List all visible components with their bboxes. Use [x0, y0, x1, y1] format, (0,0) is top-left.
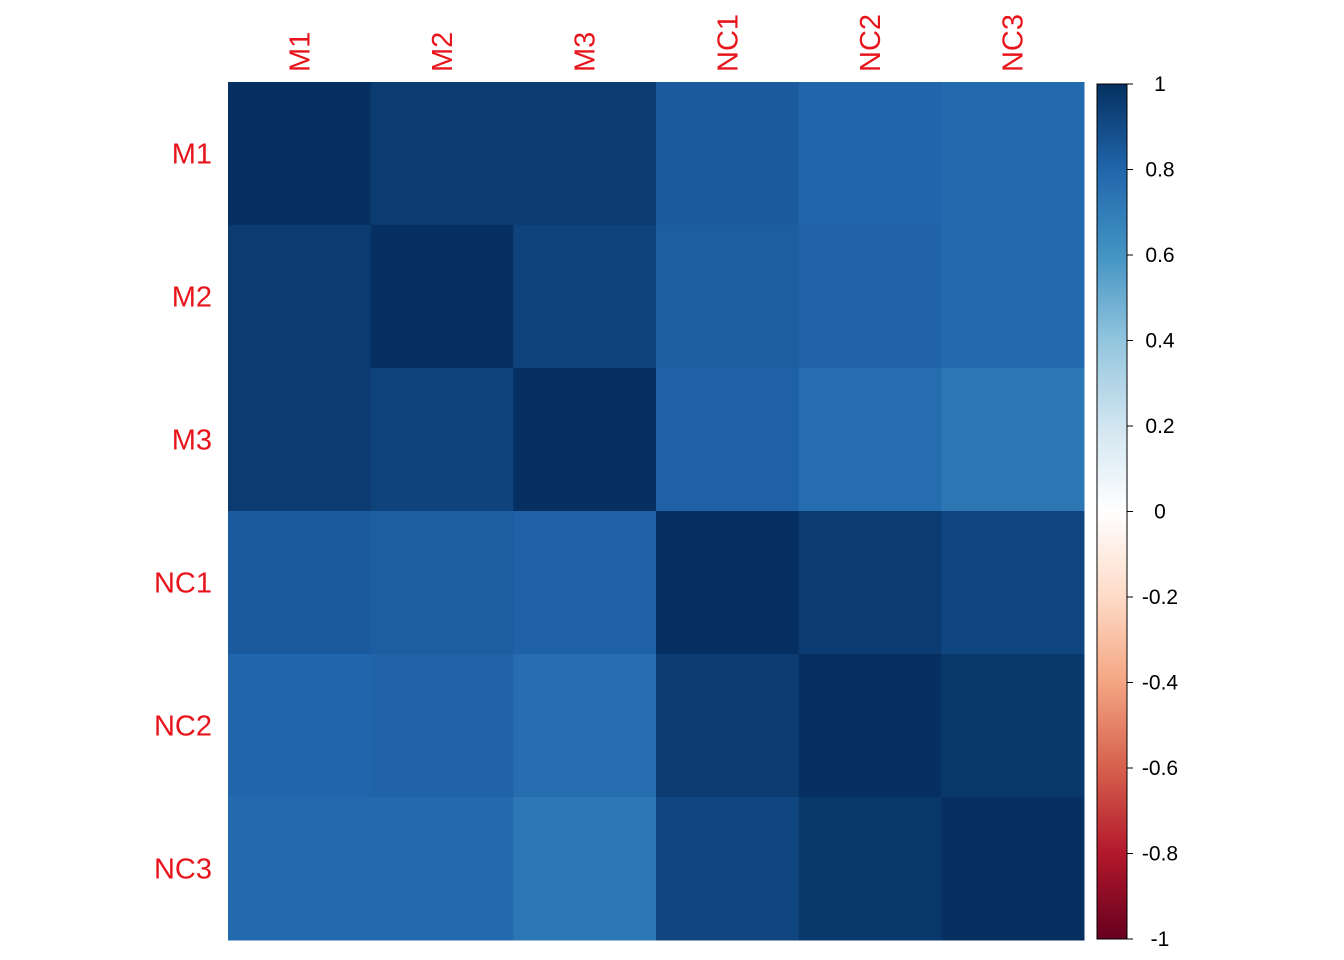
- column-label-m1: M1: [284, 32, 316, 72]
- cell-nc2-m1: [228, 654, 372, 798]
- cell-nc1-nc2: [798, 511, 942, 655]
- cell-nc2-m3: [513, 654, 657, 798]
- cell-nc1-m1: [228, 511, 372, 655]
- colorbar-gradient: [1097, 84, 1127, 939]
- colorbar-tick-label: 0: [1154, 501, 1166, 524]
- row-label-nc1: NC1: [154, 568, 212, 600]
- colorbar-tick-label: 0.2: [1145, 415, 1174, 438]
- cell-nc3-nc1: [656, 797, 800, 941]
- cell-m1-m2: [370, 82, 514, 226]
- colorbar-tick-label: 1: [1154, 73, 1166, 96]
- cell-m3-nc2: [798, 368, 942, 512]
- cell-m1-m3: [513, 82, 657, 226]
- cell-m1-nc3: [941, 82, 1085, 226]
- cell-nc3-m1: [228, 797, 372, 941]
- cell-nc3-m2: [370, 797, 514, 941]
- cell-nc3-nc2: [798, 797, 942, 941]
- colorbar-tick-label: 0.4: [1145, 330, 1175, 353]
- row-label-nc3: NC3: [154, 854, 212, 886]
- cell-m3-m3: [513, 368, 657, 512]
- colorbar-tick-label: -0.8: [1142, 843, 1178, 866]
- cell-m2-m2: [370, 225, 514, 369]
- cell-nc1-m2: [370, 511, 514, 655]
- colorbar-tick-label: -0.6: [1142, 757, 1178, 780]
- colorbar-tick-label: -1: [1151, 928, 1170, 951]
- column-label-nc1: NC1: [712, 14, 744, 72]
- cell-nc1-m3: [513, 511, 657, 655]
- row-label-m3: M3: [172, 425, 212, 457]
- cell-m2-nc3: [941, 225, 1085, 369]
- cell-m3-m2: [370, 368, 514, 512]
- cell-nc3-m3: [513, 797, 657, 941]
- colorbar-tick-label: -0.4: [1142, 672, 1179, 695]
- cell-m1-nc2: [798, 82, 942, 226]
- column-label-m3: M3: [570, 32, 602, 72]
- cell-m1-m1: [228, 82, 372, 226]
- cell-nc3-nc3: [941, 797, 1085, 941]
- cell-m2-nc2: [798, 225, 942, 369]
- column-label-nc3: NC3: [998, 14, 1030, 72]
- colorbar: 1 0.8 0.6 0.4 0.2 0 -0.2 -0.4 -0.6 -0.8 -1: [1096, 73, 1179, 951]
- colorbar-tick-label: 0.8: [1145, 159, 1174, 182]
- cell-m3-nc3: [941, 368, 1085, 512]
- cell-nc1-nc3: [941, 511, 1085, 655]
- cell-m2-nc1: [656, 225, 800, 369]
- cell-nc1-nc1: [656, 511, 800, 655]
- cell-nc2-nc1: [656, 654, 800, 798]
- row-label-nc2: NC2: [154, 711, 212, 743]
- column-label-m2: M2: [427, 32, 459, 72]
- row-label-m2: M2: [172, 282, 212, 314]
- row-labels: M1 M2 M3 NC1 NC2 NC3: [154, 139, 212, 886]
- cell-m2-m3: [513, 225, 657, 369]
- cell-nc2-nc3: [941, 654, 1085, 798]
- cell-m3-nc1: [656, 368, 800, 512]
- column-labels: M1 M2 M3 NC1 NC2 NC3: [284, 14, 1029, 72]
- cell-m1-nc1: [656, 82, 800, 226]
- colorbar-tick-label: 0.6: [1145, 244, 1174, 267]
- colorbar-tick-label: -0.2: [1142, 586, 1178, 609]
- cell-m3-m1: [228, 368, 372, 512]
- column-label-nc2: NC2: [855, 14, 887, 72]
- cell-m2-m1: [228, 225, 372, 369]
- heatmap-cells: [228, 82, 1085, 941]
- row-label-m1: M1: [172, 139, 212, 171]
- cell-nc2-m2: [370, 654, 514, 798]
- cell-nc2-nc2: [798, 654, 942, 798]
